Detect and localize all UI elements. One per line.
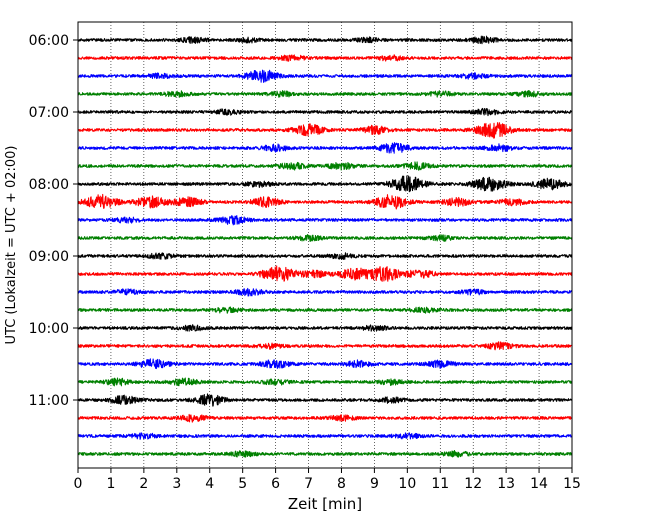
x-axis-ticks: 0 1 2 3 4 5 6 7 8 9 10 11 12 13 14 15 xyxy=(74,468,581,492)
trace-row-0900 xyxy=(77,252,573,260)
plot-frame xyxy=(77,21,573,469)
x-tick-label-12: 12 xyxy=(464,476,482,492)
trace-row-0745 xyxy=(77,161,573,171)
y-axis-ticks: 06:00 07:00 08:00 09:00 10:00 11:00 xyxy=(29,33,78,409)
trace-row-0915 xyxy=(77,265,573,282)
trace-row-0715 xyxy=(77,122,573,139)
x-tick-label-15: 15 xyxy=(563,476,581,492)
trace-row-0730 xyxy=(77,142,573,154)
x-tick-label-8: 8 xyxy=(337,476,346,492)
x-tick-label-4: 4 xyxy=(205,476,214,492)
trace-row-0945 xyxy=(77,306,573,314)
trace-row-0800 xyxy=(77,175,573,193)
y-tick-label-1100: 11:00 xyxy=(29,393,69,409)
trace-row-1045 xyxy=(77,377,573,387)
y-tick-label-1000: 10:00 xyxy=(29,321,69,337)
trace-row-1015 xyxy=(77,341,573,351)
trace-row-0615 xyxy=(77,54,573,62)
x-tick-label-7: 7 xyxy=(304,476,313,492)
trace-row-1115 xyxy=(77,413,573,423)
x-tick-label-2: 2 xyxy=(139,476,148,492)
trace-row-0645 xyxy=(77,89,573,98)
y-tick-label-0800: 08:00 xyxy=(29,177,69,193)
trace-row-0930 xyxy=(77,287,573,297)
y-axis-label: UTC (Lokalzeit = UTC + 02:00) xyxy=(4,146,19,345)
trace-row-0815 xyxy=(77,193,573,210)
trace-row-1145 xyxy=(77,450,573,458)
trace-row-1030 xyxy=(77,358,573,370)
plot-area xyxy=(78,22,572,468)
x-tick-label-9: 9 xyxy=(370,476,379,492)
trace-row-1000 xyxy=(77,324,573,332)
x-tick-label-6: 6 xyxy=(271,476,280,492)
trace-row-0600 xyxy=(77,35,573,45)
vertical-grid xyxy=(110,22,540,468)
x-tick-label-1: 1 xyxy=(106,476,115,492)
trace-row-0700 xyxy=(77,107,573,117)
x-tick-label-10: 10 xyxy=(398,476,416,492)
x-tick-label-3: 3 xyxy=(172,476,181,492)
y-tick-label-0700: 07:00 xyxy=(29,105,69,121)
x-tick-label-5: 5 xyxy=(238,476,247,492)
y-tick-label-0900: 09:00 xyxy=(29,249,69,265)
trace-row-1100 xyxy=(77,393,573,407)
trace-row-0630 xyxy=(77,69,573,83)
x-axis-label: Zeit [min] xyxy=(288,495,362,513)
y-tick-label-0600: 06:00 xyxy=(29,33,69,49)
trace-row-0845 xyxy=(77,234,573,242)
x-tick-label-0: 0 xyxy=(74,476,83,492)
x-tick-label-13: 13 xyxy=(497,476,515,492)
trace-row-1130 xyxy=(77,432,573,440)
trace-layer xyxy=(77,35,573,458)
x-tick-label-14: 14 xyxy=(530,476,548,492)
x-tick-label-11: 11 xyxy=(431,476,449,492)
trace-row-0830 xyxy=(77,214,573,226)
